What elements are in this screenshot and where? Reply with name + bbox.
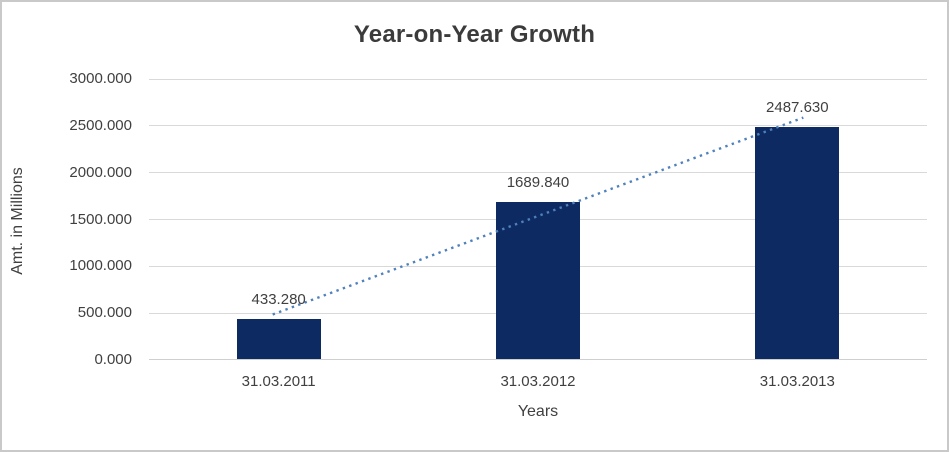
y-tick-label: 1000.000 [69,257,132,275]
y-tick-label: 1500.000 [69,210,132,228]
x-tick-label: 31.03.2013 [759,373,835,390]
bar [755,127,840,359]
x-axis-title: Years [517,403,559,420]
bar [236,319,321,359]
y-tick-label: 3000.000 [69,70,132,87]
bar [496,201,580,359]
x-tick-label: 31.03.2011 [241,373,316,390]
plot-area: 433.280 1689.840 2487.630 [149,78,927,360]
x-axis-line [149,359,927,360]
bar-value-label: 2487.630 [766,98,829,116]
y-tick-label: 2000.000 [69,163,132,181]
y-tick-label: 2500.000 [69,116,132,134]
y-tick-label: 0.000 [94,351,132,368]
x-tick-label: 31.03.2012 [500,373,576,390]
chart-title: Year-on-Year Growth [353,21,596,48]
gridline [149,78,927,80]
y-tick-label: 500.000 [77,304,132,322]
bar-value-label: 433.280 [251,291,306,309]
bar-value-label: 1689.840 [506,173,570,191]
